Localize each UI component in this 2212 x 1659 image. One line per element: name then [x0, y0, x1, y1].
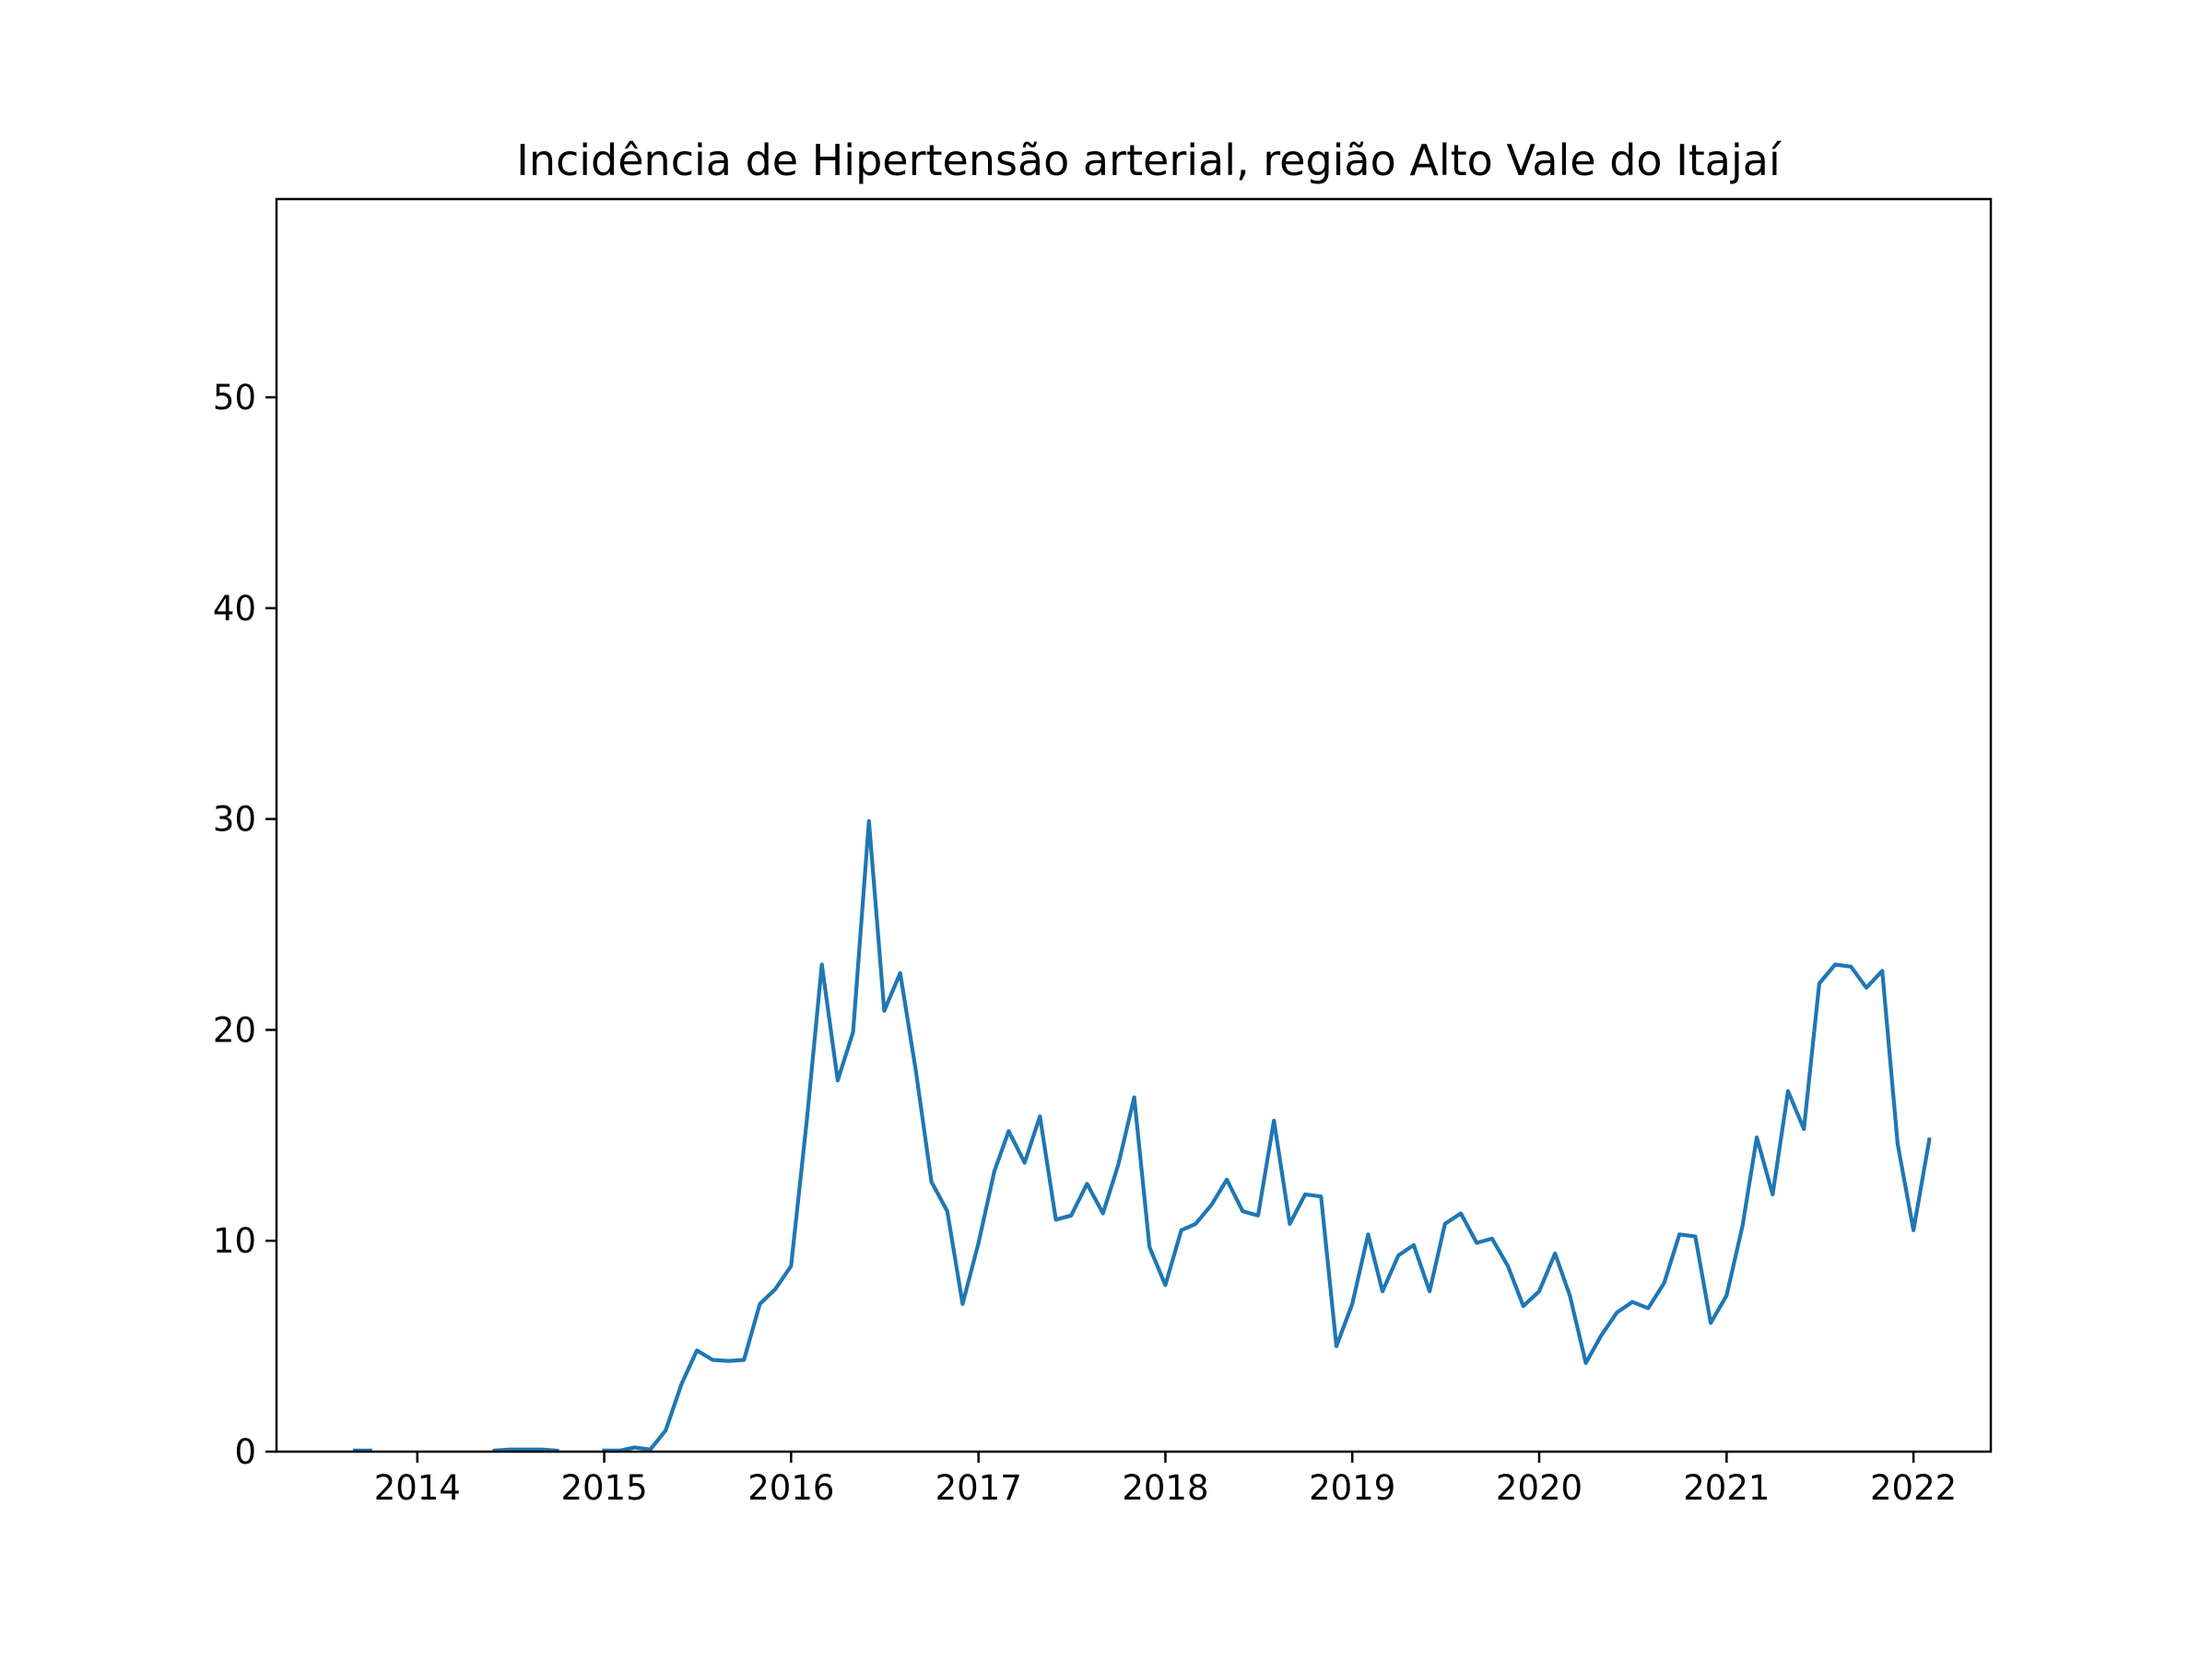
- x-tick-label: 2015: [560, 1468, 647, 1508]
- axes-background: [276, 199, 1991, 1452]
- series-line: [602, 818, 1932, 1453]
- x-tick-label: 2019: [1309, 1468, 1395, 1508]
- series-line: [492, 1447, 559, 1453]
- x-tick-label: 2018: [1122, 1468, 1208, 1508]
- y-tick-label: 20: [213, 1010, 256, 1050]
- y-tick-label: 0: [234, 1432, 256, 1472]
- y-tick-label: 10: [213, 1221, 256, 1261]
- y-tick-label: 30: [213, 800, 256, 840]
- y-tick-label: 50: [213, 378, 256, 418]
- x-tick-label: 2014: [374, 1468, 461, 1508]
- axes-frame: [275, 197, 1993, 1453]
- chart-title: Incidência de Hipertensão arterial, regi…: [516, 135, 1782, 185]
- x-axis: 2014 2015 2016 2017 2018 2019 2020 2021 2022: [374, 1452, 1957, 1508]
- x-tick-label: 2022: [1870, 1468, 1957, 1508]
- y-tick-label: 40: [213, 589, 256, 629]
- x-tick-label: 2016: [747, 1468, 834, 1508]
- x-tick-label: 2017: [935, 1468, 1022, 1508]
- plot-area: [276, 199, 1991, 1452]
- y-axis: 0 10 20 30 40 50: [213, 378, 276, 1472]
- x-tick-label: 2020: [1496, 1468, 1583, 1508]
- x-tick-label: 2021: [1683, 1468, 1770, 1508]
